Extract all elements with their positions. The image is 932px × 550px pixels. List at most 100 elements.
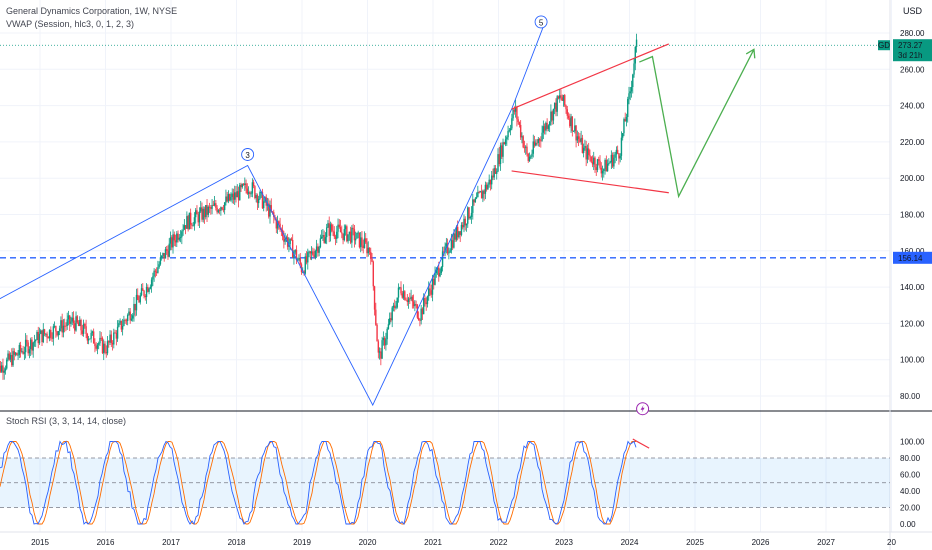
candle-body [283, 236, 285, 242]
candle-body [394, 305, 396, 308]
candle-body [462, 224, 464, 228]
candle-body [163, 253, 165, 259]
candle-body [464, 218, 466, 226]
candle-body [38, 333, 41, 344]
candle-body [619, 155, 621, 159]
candle-body [91, 331, 94, 333]
stoch-rsi-label[interactable]: Stoch RSI (3, 3, 14, 14, close) [6, 416, 127, 426]
elliott-wave-line [0, 23, 545, 407]
candle-body [198, 211, 201, 223]
candle-body [24, 339, 27, 353]
candle-body [482, 190, 484, 199]
candle-body [108, 341, 110, 343]
candle-body [503, 142, 505, 145]
candle-body [74, 323, 76, 331]
candle-body [485, 184, 488, 190]
candle-body [60, 320, 62, 329]
candle-body [603, 168, 605, 171]
candle-body [580, 137, 582, 142]
candle-body [428, 288, 430, 297]
candle-body [560, 95, 562, 98]
candle-body [605, 159, 608, 172]
candle-body [94, 343, 96, 347]
divergence-line [632, 438, 650, 449]
candle-body [552, 108, 555, 121]
candle-body [415, 304, 417, 305]
candle-body [581, 137, 584, 153]
candle-body [256, 195, 259, 204]
candle-body [200, 207, 202, 212]
candle-body [456, 226, 459, 238]
candle-body [347, 234, 349, 242]
candle-body [22, 351, 24, 354]
candle-body [132, 315, 134, 319]
candle-body [95, 346, 97, 349]
candle-body [513, 109, 516, 112]
candle-body [396, 297, 398, 308]
candle-body [480, 191, 483, 199]
candle-body [348, 231, 351, 235]
candle-body [550, 111, 552, 122]
candle-body [575, 125, 577, 141]
candle-body [232, 193, 235, 200]
year-tick-label: 2025 [686, 538, 704, 547]
candle-body [458, 231, 460, 238]
candle-body [441, 251, 444, 267]
candle-body [478, 192, 480, 193]
candle-body [424, 298, 426, 303]
candle-body [508, 130, 511, 132]
level-tag-value: 156.14 [898, 254, 923, 263]
candle-body [419, 319, 421, 321]
projection-path [639, 49, 755, 199]
candle-body [80, 319, 82, 331]
candle-body [160, 255, 163, 258]
candle-body [56, 331, 58, 336]
candle-body [449, 250, 451, 253]
candle-body [72, 317, 75, 324]
vwap-indicator-label[interactable]: VWAP (Session, hlc3, 0, 1, 2, 3) [6, 19, 135, 29]
candles [0, 33, 638, 380]
candle-body [414, 304, 416, 307]
candle-body [121, 325, 124, 330]
candle-body [179, 237, 182, 239]
candle-body [236, 191, 238, 198]
candle-body [601, 170, 604, 174]
candle-body [361, 237, 363, 246]
candle-body [124, 319, 126, 321]
candle-body [32, 342, 34, 351]
candle-body [213, 203, 216, 206]
candle-body [352, 227, 354, 230]
candle-body [342, 233, 344, 241]
candle-body [448, 252, 450, 254]
candle-body [17, 354, 19, 356]
candle-body [435, 269, 437, 274]
candle-body [65, 325, 67, 327]
candle-body [604, 159, 606, 169]
candle-body [630, 87, 633, 92]
wave-label-circle [534, 15, 548, 29]
candle-body [620, 137, 623, 156]
year-tick-label: 2024 [621, 538, 639, 547]
candle-body [310, 251, 313, 254]
candle-body [51, 337, 53, 339]
candle-body [157, 267, 159, 273]
candle-body [240, 184, 242, 188]
channel-upper-line [511, 43, 670, 110]
candle-body [171, 237, 173, 248]
currency-label[interactable]: USD [902, 6, 922, 16]
candle-body [559, 95, 561, 99]
candle-body [193, 217, 196, 226]
candle-body [158, 264, 160, 268]
candle-body [223, 202, 226, 210]
candle-body [308, 251, 310, 253]
candle-body [587, 148, 590, 156]
candle-body [531, 153, 533, 157]
candle-body [629, 91, 631, 94]
candle-body [412, 301, 415, 307]
candle-body [135, 294, 138, 311]
candle-body [545, 122, 547, 131]
candle-body [1, 365, 3, 372]
candle-body [197, 214, 199, 223]
